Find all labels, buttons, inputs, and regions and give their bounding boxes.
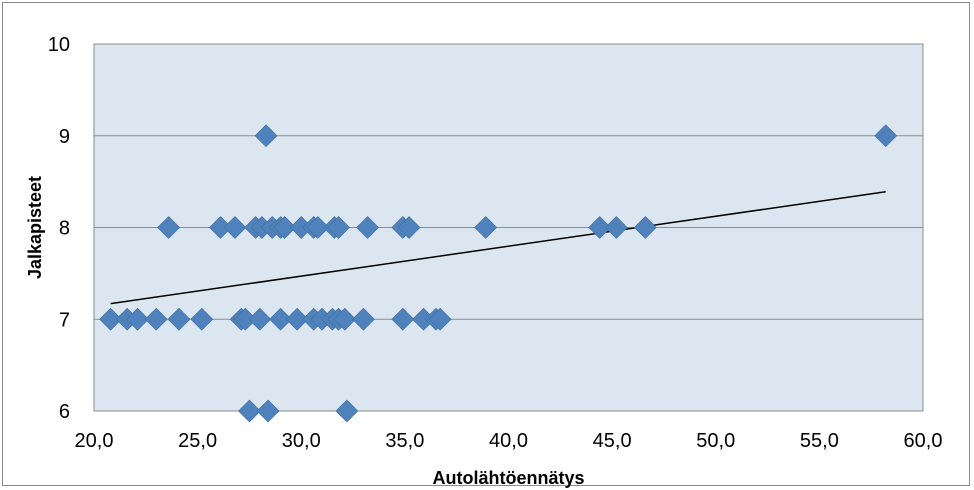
data-point bbox=[254, 124, 278, 148]
data-point bbox=[273, 216, 297, 239]
data-point bbox=[588, 216, 612, 239]
x-tick-label: 55,0 bbox=[800, 430, 839, 452]
x-tick-label: 40,0 bbox=[489, 430, 528, 452]
y-tick-label: 9 bbox=[59, 126, 70, 148]
data-point bbox=[356, 216, 379, 239]
data-point bbox=[238, 399, 261, 423]
data-point bbox=[167, 307, 191, 331]
x-tick-label: 20,0 bbox=[75, 430, 114, 452]
data-point bbox=[144, 307, 168, 331]
data-point bbox=[428, 307, 452, 331]
y-tick-label: 8 bbox=[59, 218, 70, 240]
data-point bbox=[333, 307, 357, 331]
y-tick-label: 7 bbox=[59, 309, 70, 331]
data-point bbox=[157, 216, 181, 239]
data-point bbox=[256, 399, 280, 423]
y-tick-label: 6 bbox=[59, 401, 70, 423]
x-tick-label: 25,0 bbox=[178, 430, 217, 452]
data-point bbox=[248, 307, 272, 331]
data-point bbox=[391, 307, 415, 331]
data-point bbox=[190, 307, 214, 331]
data-point bbox=[99, 307, 123, 331]
data-point bbox=[474, 216, 498, 239]
data-point bbox=[397, 216, 421, 239]
trendline-layer bbox=[110, 190, 886, 305]
data-point bbox=[604, 216, 628, 239]
data-point bbox=[352, 307, 375, 331]
y-tick-label: 10 bbox=[48, 34, 70, 56]
data-point bbox=[335, 399, 359, 423]
data-point bbox=[126, 307, 149, 331]
x-tick-label: 30,0 bbox=[282, 430, 321, 452]
data-point bbox=[874, 124, 898, 148]
y-axis-title: Jalkapisteet bbox=[25, 176, 45, 279]
x-tick-label: 35,0 bbox=[385, 430, 424, 452]
trendline bbox=[110, 190, 886, 305]
x-tick-label: 60,0 bbox=[904, 430, 943, 452]
x-axis-title: Autolähtöennätys bbox=[432, 468, 584, 488]
data-point bbox=[327, 216, 350, 239]
x-axis-ticks: 20,0 25,0 30,0 35,0 40,0 45,0 50,0 55,0 60,0 bbox=[75, 430, 943, 452]
data-point bbox=[633, 216, 657, 239]
x-tick-label: 50,0 bbox=[696, 430, 735, 452]
y-axis-ticks: 6 7 8 9 10 bbox=[48, 34, 70, 423]
data-point bbox=[285, 307, 309, 331]
data-point bbox=[223, 216, 247, 239]
data-point bbox=[269, 307, 292, 331]
data-point bbox=[306, 216, 330, 239]
data-points bbox=[99, 124, 898, 423]
x-tick-label: 45,0 bbox=[593, 430, 632, 452]
